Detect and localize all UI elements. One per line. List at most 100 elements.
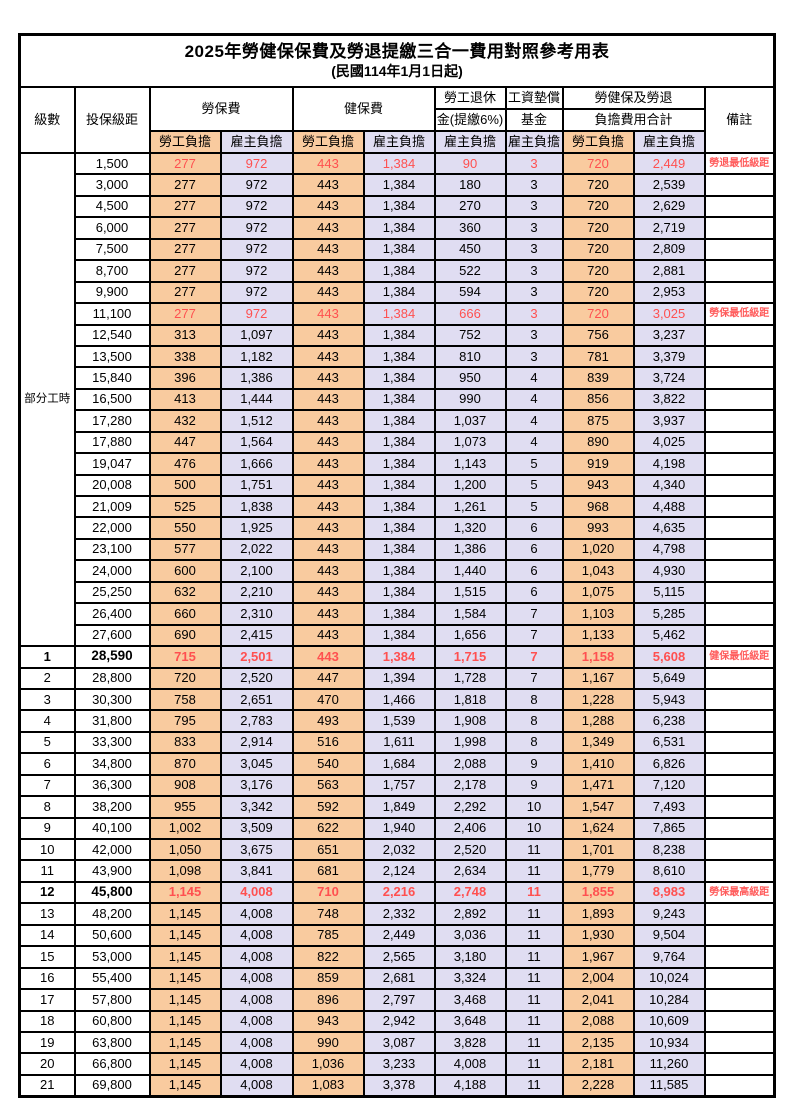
remark-cell — [703, 516, 776, 540]
value-cell: 550 — [148, 516, 222, 540]
value-cell: 1,684 — [362, 752, 436, 776]
level-cell: 11 — [18, 859, 76, 883]
value-cell: 1,584 — [433, 602, 507, 626]
value-cell: 822 — [291, 945, 365, 969]
value-cell: 1,940 — [362, 816, 436, 841]
value-cell: 4 — [504, 366, 564, 390]
value-cell: 1,384 — [362, 302, 436, 326]
value-cell: 2,449 — [632, 151, 706, 176]
remark-cell — [703, 237, 776, 262]
value-cell: 1,728 — [433, 666, 507, 690]
value-cell: 2,406 — [433, 816, 507, 841]
remark-cell — [703, 1073, 776, 1098]
value-cell: 5 — [504, 452, 564, 476]
value-cell: 720 — [561, 237, 635, 262]
remark-cell — [703, 752, 776, 776]
remark-cell — [703, 816, 776, 841]
bracket-cell: 33,300 — [73, 730, 151, 755]
value-cell: 955 — [148, 795, 222, 819]
value-cell: 443 — [291, 580, 365, 605]
value-cell: 1,893 — [561, 902, 635, 926]
remark-cell — [703, 173, 776, 197]
table-row: 8,700 277 972 443 1,384 522 3 720 2,881 — [20, 259, 776, 283]
value-cell: 9 — [504, 752, 564, 776]
remark-cell — [703, 709, 776, 733]
value-cell: 1,384 — [362, 537, 436, 562]
value-cell: 1,384 — [362, 494, 436, 519]
value-cell: 632 — [148, 580, 222, 605]
remark-cell — [703, 344, 776, 369]
value-cell: 1,384 — [362, 259, 436, 283]
value-cell: 2,809 — [632, 237, 706, 262]
table-row: 4,500 277 972 443 1,384 270 3 720 2,629 — [20, 194, 776, 219]
value-cell: 1,384 — [362, 323, 436, 347]
table-row: 11 43,900 1,098 3,841 681 2,124 2,634 11 1,779 8,… — [18, 859, 776, 883]
value-cell: 896 — [291, 988, 365, 1012]
value-cell: 756 — [561, 323, 635, 347]
table-row: 17,880 447 1,564 443 1,384 1,073 4 890 4,025 — [20, 430, 776, 455]
page-subtitle: (民國114年1月1日起) — [331, 62, 463, 79]
value-cell: 1,158 — [561, 645, 635, 669]
value-cell: 1,349 — [561, 730, 635, 755]
value-cell: 1,384 — [362, 151, 436, 176]
col-header-wage-fund-line2: 基金 — [504, 108, 564, 132]
value-cell: 338 — [148, 344, 222, 369]
value-cell: 2,210 — [219, 580, 294, 605]
bracket-cell: 69,800 — [73, 1073, 151, 1098]
value-cell: 622 — [291, 816, 365, 841]
value-cell: 2,292 — [433, 795, 507, 819]
bracket-cell: 6,000 — [73, 216, 151, 240]
table-row: 20,008 500 1,751 443 1,384 1,200 5 943 4,340 — [20, 473, 776, 498]
value-cell: 11,260 — [632, 1052, 706, 1076]
value-cell: 3 — [504, 151, 564, 176]
value-cell: 443 — [291, 645, 365, 669]
value-cell: 1,384 — [362, 645, 436, 669]
value-cell: 277 — [148, 151, 222, 176]
bracket-cell: 26,400 — [73, 602, 151, 626]
remark-cell — [703, 430, 776, 455]
value-cell: 968 — [561, 494, 635, 519]
bracket-cell: 63,800 — [73, 1030, 151, 1055]
value-cell: 859 — [291, 966, 365, 991]
bracket-cell: 16,500 — [73, 387, 151, 412]
value-cell: 1,384 — [362, 387, 436, 412]
value-cell: 277 — [148, 173, 222, 197]
value-cell: 1,145 — [148, 923, 222, 948]
value-cell: 3 — [504, 194, 564, 219]
value-cell: 3,822 — [632, 387, 706, 412]
value-cell: 3,648 — [433, 1009, 507, 1033]
value-cell: 443 — [291, 173, 365, 197]
bracket-cell: 9,900 — [73, 280, 151, 305]
table-row: 21,009 525 1,838 443 1,384 1,261 5 968 4,488 — [20, 494, 776, 519]
remark-cell — [703, 988, 776, 1012]
value-cell: 785 — [291, 923, 365, 948]
value-cell: 277 — [148, 216, 222, 240]
value-cell: 313 — [148, 323, 222, 347]
table-title-row: 2025年勞健保保費及勞退提繳三合一費用對照參考用表 (民國114年1月1日起) — [18, 33, 776, 88]
value-cell: 2,100 — [219, 559, 294, 583]
value-cell: 919 — [561, 452, 635, 476]
value-cell: 5,943 — [632, 687, 706, 712]
value-cell: 5,608 — [632, 645, 706, 669]
table-row: 19,047 476 1,666 443 1,384 1,143 5 919 4,198 — [20, 452, 776, 476]
value-cell: 4,488 — [632, 494, 706, 519]
remark-cell — [703, 923, 776, 948]
value-cell: 1,624 — [561, 816, 635, 841]
value-cell: 3,087 — [362, 1030, 436, 1055]
value-cell: 1,384 — [362, 173, 436, 197]
value-cell: 870 — [148, 752, 222, 776]
table-row: 2 28,800 720 2,520 447 1,394 1,728 7 1,167 5,649 — [18, 666, 776, 690]
value-cell: 2,178 — [433, 773, 507, 798]
value-cell: 3,324 — [433, 966, 507, 991]
value-cell: 470 — [291, 687, 365, 712]
value-cell: 660 — [148, 602, 222, 626]
value-cell: 1,701 — [561, 837, 635, 862]
remark-cell — [703, 966, 776, 991]
value-cell: 4,008 — [433, 1052, 507, 1076]
value-cell: 4,798 — [632, 537, 706, 562]
value-cell: 1,715 — [433, 645, 507, 669]
value-cell: 720 — [561, 216, 635, 240]
value-cell: 3,828 — [433, 1030, 507, 1055]
value-cell: 1,779 — [561, 859, 635, 883]
remark-cell — [703, 837, 776, 862]
